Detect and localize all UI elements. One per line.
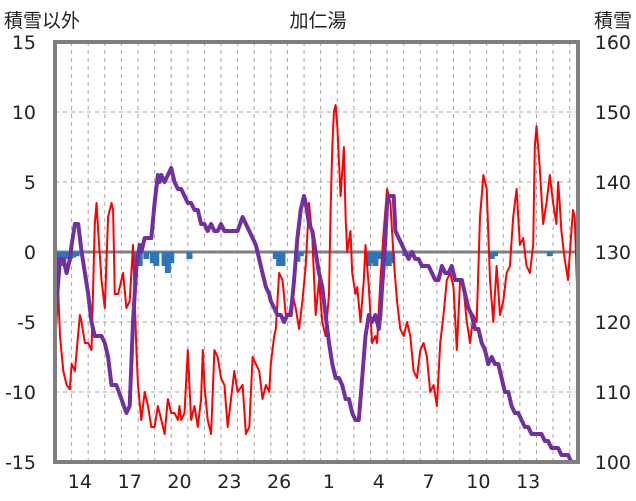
precip-bar [488, 252, 495, 259]
precip-bar [389, 252, 396, 264]
snow-depth-series [53, 166, 580, 464]
y-left-tick-label: 10 [12, 102, 36, 124]
precip-bar [279, 252, 286, 266]
y-left-tick-label: -5 [17, 312, 36, 334]
temperature-series [54, 104, 579, 435]
precip-bar [276, 252, 283, 266]
y-right-tick-label: 160 [595, 32, 631, 54]
precip-bar [149, 252, 156, 264]
x-tick-label: 7 [423, 471, 435, 493]
precip-bar [365, 252, 372, 266]
precip-bar [70, 252, 77, 258]
x-tick-label: 1 [323, 471, 335, 493]
right-axis-label: 積雪 [594, 10, 632, 32]
y-left-tick-label: 15 [12, 32, 36, 54]
x-tick-label: 20 [167, 471, 191, 493]
y-left-tick-labels: 15 10 5 0 -5 -10 -15 [5, 32, 36, 474]
precip-bar [385, 252, 392, 266]
precip-bar [143, 252, 150, 259]
y-left-tick-label: 5 [24, 172, 36, 194]
precip-bar [546, 252, 553, 257]
precip-bar [272, 252, 279, 259]
precip-bar [186, 252, 193, 259]
temperature-line [54, 104, 579, 435]
y-right-tick-label: 150 [595, 102, 631, 124]
plot-frame [53, 40, 580, 464]
y-left-tick-label: 0 [24, 242, 36, 264]
precip-bar [372, 252, 379, 266]
y-right-tick-label: 130 [595, 242, 631, 264]
y-left-tick-label: -10 [5, 382, 36, 404]
precip-bar [491, 252, 498, 257]
x-tick-label: 10 [466, 471, 490, 493]
y-right-tick-label: 140 [595, 172, 631, 194]
x-tick-label: 14 [68, 471, 92, 493]
chart-title: 加仁湯 [289, 10, 346, 32]
y-right-tick-label: 100 [595, 452, 631, 474]
x-tick-label: 23 [217, 471, 241, 493]
precip-bar [375, 252, 382, 259]
precip-bar [168, 252, 175, 264]
y-grid [55, 111, 578, 393]
y-right-tick-label: 120 [595, 312, 631, 334]
precip-bar [73, 252, 80, 257]
precip-bar [153, 252, 160, 266]
x-tick-labels: 14 17 20 23 26 1 4 7 10 13 [68, 471, 540, 493]
precip-bar [63, 252, 70, 259]
y-right-tick-label: 110 [595, 382, 631, 404]
x-tick-label: 26 [267, 471, 291, 493]
x-tick-label: 4 [373, 471, 385, 493]
y-left-tick-label: -15 [5, 452, 36, 474]
precip-bar [161, 252, 168, 266]
snow-depth-line [53, 166, 580, 464]
precip-bar [164, 252, 171, 273]
precip-bar [136, 252, 143, 266]
x-tick-label: 17 [118, 471, 142, 493]
x-tick-label: 13 [516, 471, 540, 493]
precip-bar [369, 252, 376, 264]
left-axis-label: 積雪以外 [4, 10, 80, 32]
y-right-tick-labels: 160 150 140 130 120 110 100 [595, 32, 631, 474]
precip-bar [297, 252, 304, 257]
